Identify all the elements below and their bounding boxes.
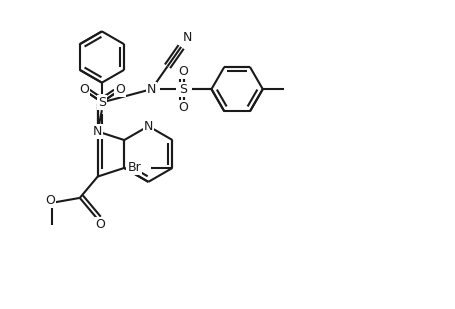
Text: O: O <box>115 83 125 96</box>
Text: Br: Br <box>127 161 141 175</box>
Text: O: O <box>95 218 105 231</box>
Text: N: N <box>183 31 192 44</box>
Text: O: O <box>179 101 188 114</box>
Text: S: S <box>180 83 187 96</box>
Text: O: O <box>46 194 56 207</box>
Text: O: O <box>79 83 89 96</box>
Text: O: O <box>179 65 188 78</box>
Text: N: N <box>144 120 153 133</box>
Text: S: S <box>98 96 106 109</box>
Text: N: N <box>93 125 102 138</box>
Text: N: N <box>147 83 156 96</box>
